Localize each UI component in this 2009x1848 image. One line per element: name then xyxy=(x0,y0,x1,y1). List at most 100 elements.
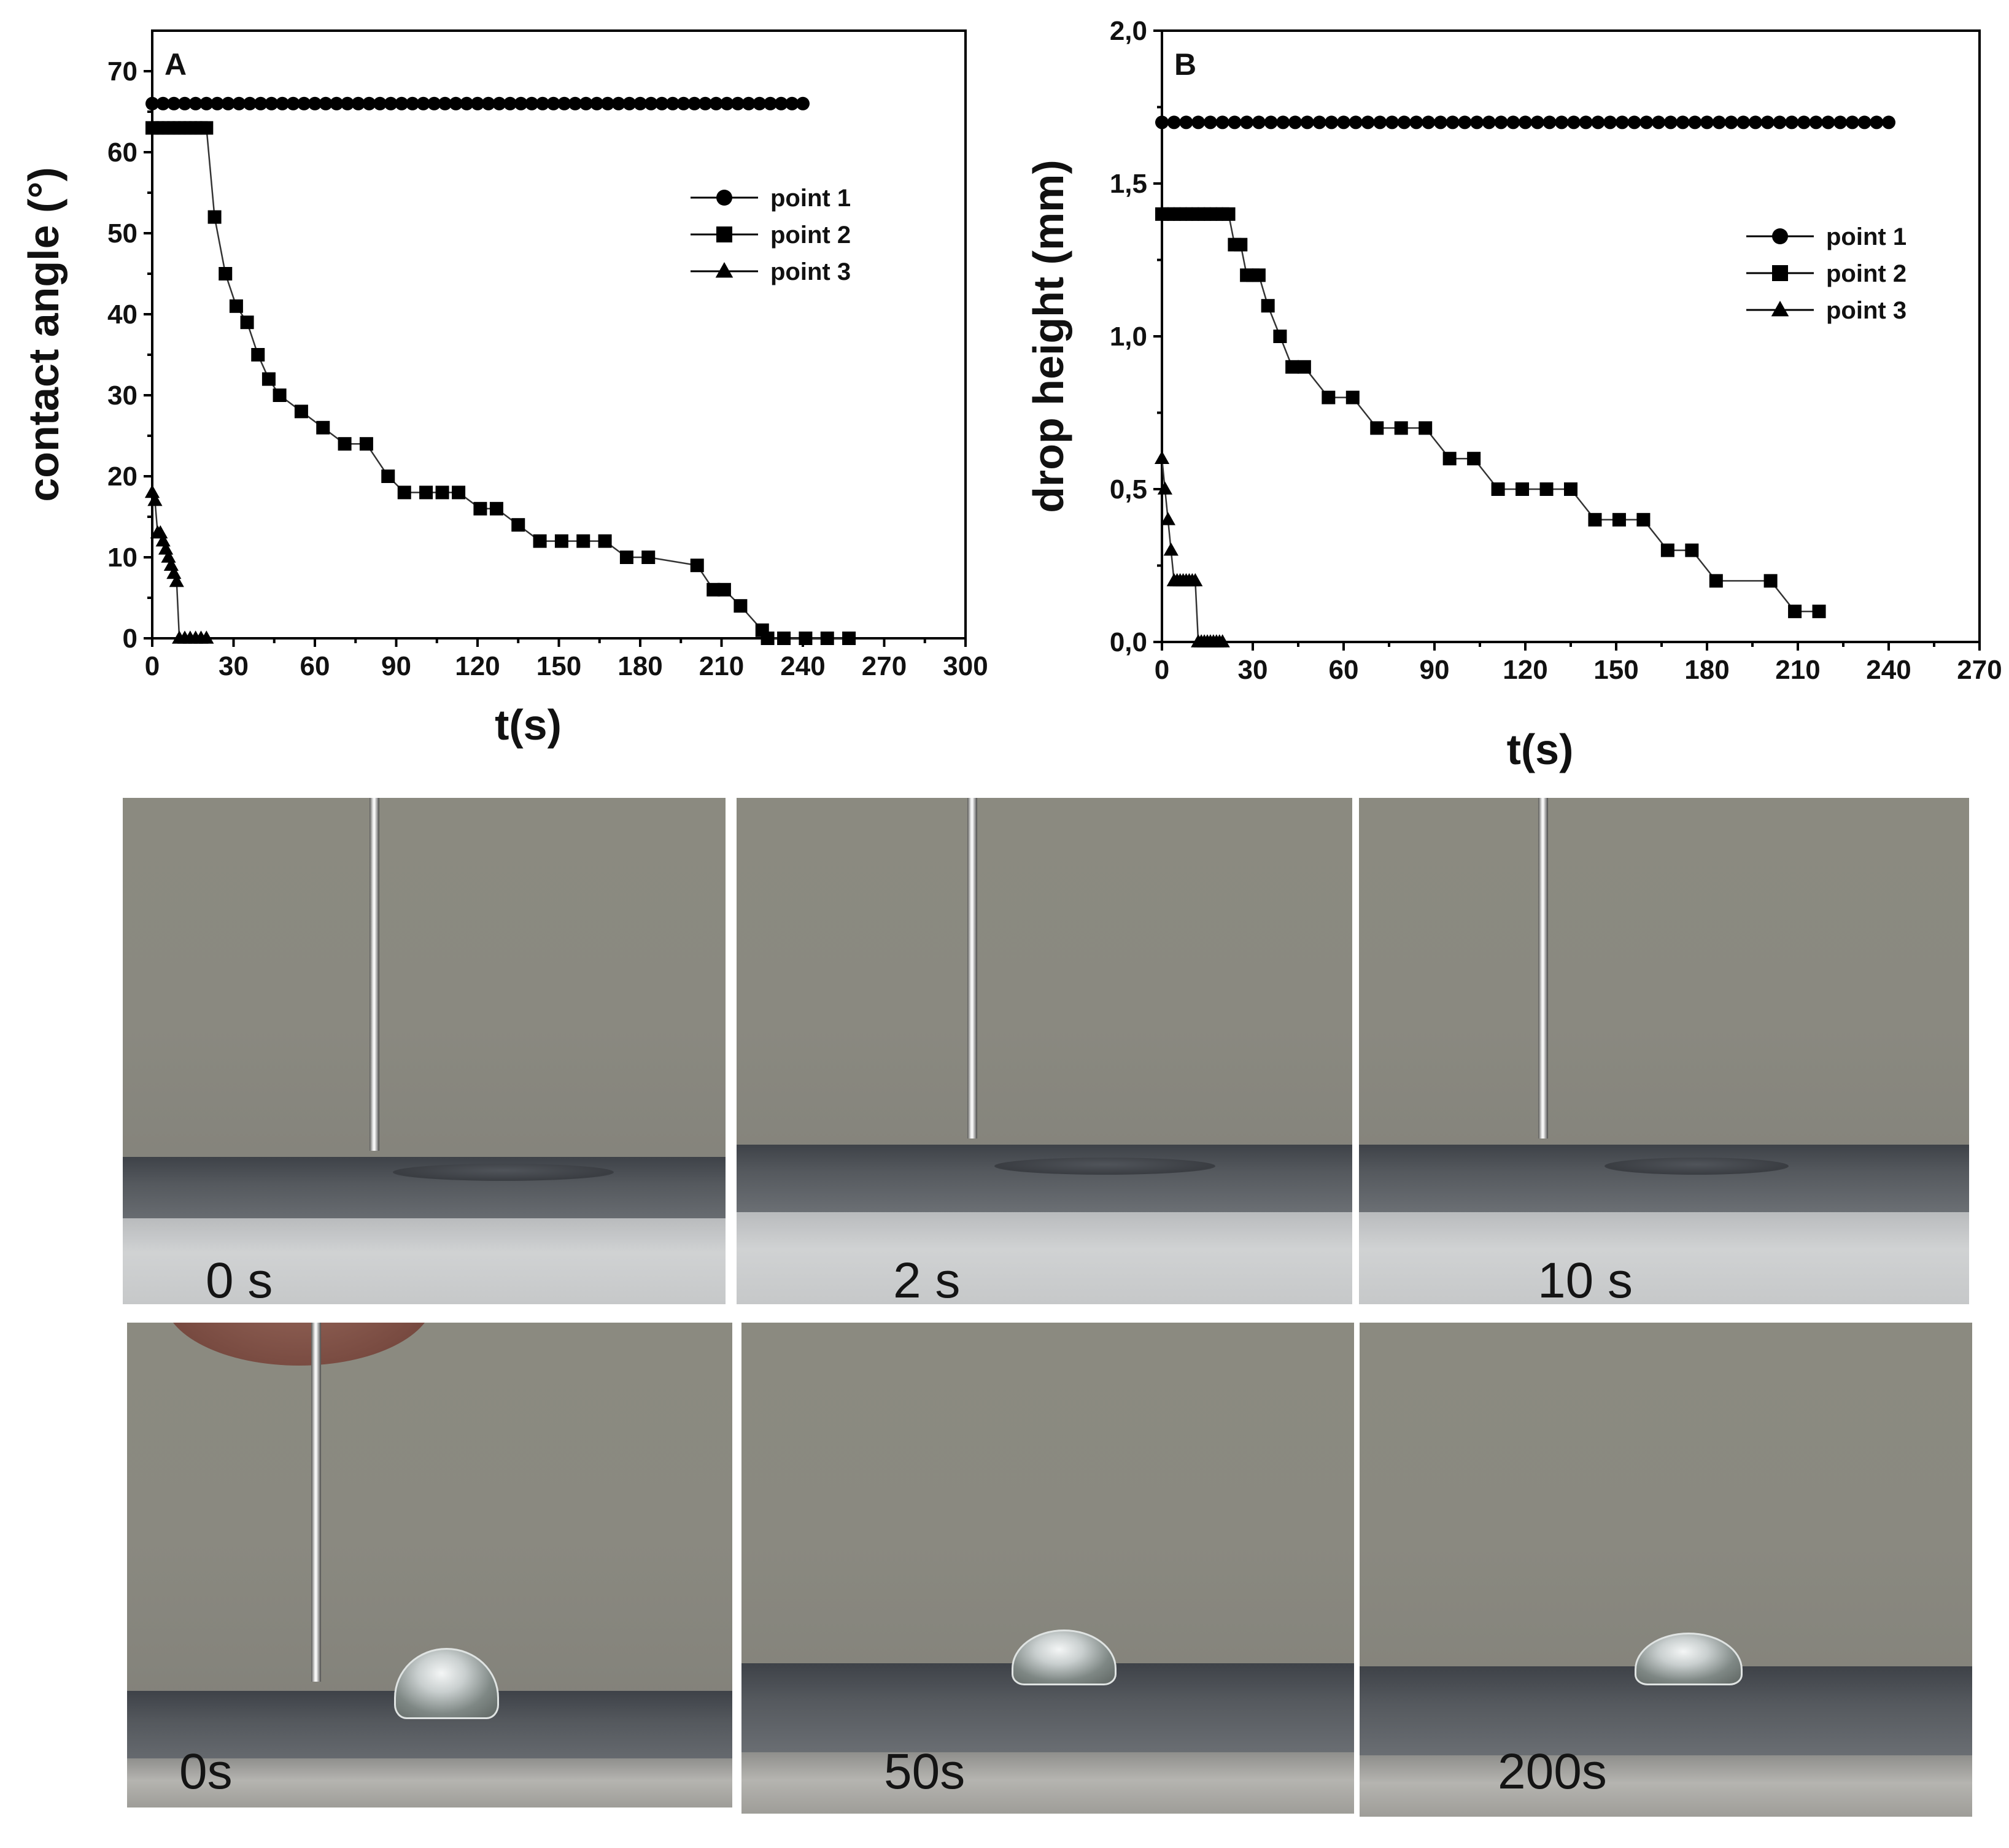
data-point xyxy=(1179,207,1193,221)
data-point xyxy=(761,632,775,645)
data-point xyxy=(219,267,233,280)
data-point xyxy=(1639,115,1654,130)
x-tick-label: 0 xyxy=(1155,655,1169,685)
data-point xyxy=(753,96,767,110)
data-point xyxy=(1163,542,1179,556)
x-axis-title: t(s) xyxy=(495,701,562,749)
data-point xyxy=(576,534,590,548)
series-line xyxy=(1161,458,1223,643)
legend: point 1 point 2 point 3 xyxy=(691,185,851,285)
data-point xyxy=(633,96,647,110)
data-point xyxy=(1203,115,1217,130)
data-point xyxy=(1196,634,1212,648)
data-point xyxy=(1155,115,1169,130)
data-point xyxy=(590,96,604,110)
surface-edge xyxy=(741,1663,1354,1755)
data-point xyxy=(1442,452,1457,466)
data-point xyxy=(147,492,163,506)
y-tick-label: 40 xyxy=(107,300,137,330)
data-point xyxy=(1202,634,1218,648)
legend-label: point 3 xyxy=(1826,297,1906,324)
data-point xyxy=(1276,115,1290,130)
data-point xyxy=(1188,573,1203,587)
data-point xyxy=(1773,115,1787,130)
y-tick-label: 70 xyxy=(107,56,137,87)
wetted-film xyxy=(994,1158,1215,1175)
data-point xyxy=(1788,605,1802,619)
data-point xyxy=(156,121,170,135)
photo-bottom-0s xyxy=(127,1323,732,1807)
data-point xyxy=(1240,115,1254,130)
data-point xyxy=(1588,512,1602,527)
data-point xyxy=(1167,115,1181,130)
data-point xyxy=(1228,238,1242,252)
data-point xyxy=(1736,115,1751,130)
data-point xyxy=(1482,115,1496,130)
data-point xyxy=(351,96,365,110)
data-point xyxy=(492,96,506,110)
data-point xyxy=(265,96,279,110)
x-tick-label: 180 xyxy=(617,651,662,681)
photo-label-top-2s: 2 s xyxy=(893,1253,961,1309)
data-point xyxy=(1173,207,1187,221)
data-point xyxy=(1515,482,1530,496)
data-point xyxy=(1185,207,1199,221)
data-point xyxy=(1555,115,1569,130)
data-point xyxy=(1845,115,1859,130)
panel-letter: B xyxy=(1174,47,1196,82)
data-point xyxy=(330,96,344,110)
y-tick-label: 20 xyxy=(107,462,137,492)
water-drop xyxy=(1012,1630,1117,1685)
data-point xyxy=(1300,115,1314,130)
data-point xyxy=(676,96,691,110)
data-point xyxy=(297,96,311,110)
data-point xyxy=(1370,421,1384,435)
x-tick-label: 270 xyxy=(862,651,907,681)
data-point xyxy=(178,121,192,135)
data-point xyxy=(449,96,463,110)
data-point xyxy=(166,565,182,579)
photo-top-0s xyxy=(123,798,726,1304)
data-point xyxy=(1194,634,1209,648)
data-point xyxy=(1169,573,1185,587)
data-point xyxy=(1652,115,1666,130)
data-point xyxy=(1172,573,1188,587)
y-axis-title: drop height (mm) xyxy=(1024,160,1072,512)
substrate xyxy=(127,1758,732,1807)
y-tick-label: 10 xyxy=(107,543,137,573)
x-tick-label: 210 xyxy=(1775,655,1820,685)
data-point xyxy=(1519,115,1532,130)
data-point xyxy=(1809,115,1823,130)
data-point xyxy=(435,485,449,500)
x-tick-label: 150 xyxy=(1593,655,1638,685)
data-point xyxy=(1273,330,1287,343)
data-point xyxy=(1297,360,1311,374)
needle xyxy=(967,798,977,1139)
data-point xyxy=(1161,207,1175,221)
data-point xyxy=(774,96,788,110)
data-point xyxy=(1167,207,1181,221)
data-point xyxy=(319,96,333,110)
data-point xyxy=(1785,115,1799,130)
photo-bottom-50s xyxy=(741,1323,1354,1814)
data-point xyxy=(232,96,246,110)
data-point xyxy=(820,632,834,645)
data-point xyxy=(489,501,503,516)
data-point xyxy=(145,121,159,135)
data-point xyxy=(1185,573,1200,587)
data-point xyxy=(1261,299,1275,313)
series-point-2 xyxy=(145,121,856,645)
data-point xyxy=(341,96,354,110)
water-drop xyxy=(394,1648,499,1719)
data-point xyxy=(1422,115,1436,130)
legend-marker xyxy=(716,190,732,206)
data-point xyxy=(1470,115,1484,130)
series-line xyxy=(152,127,850,640)
data-point xyxy=(397,485,411,500)
data-point xyxy=(276,96,289,110)
data-point xyxy=(373,96,387,110)
legend-label: point 1 xyxy=(770,185,851,212)
data-point xyxy=(1763,574,1778,588)
data-point xyxy=(1812,605,1826,619)
